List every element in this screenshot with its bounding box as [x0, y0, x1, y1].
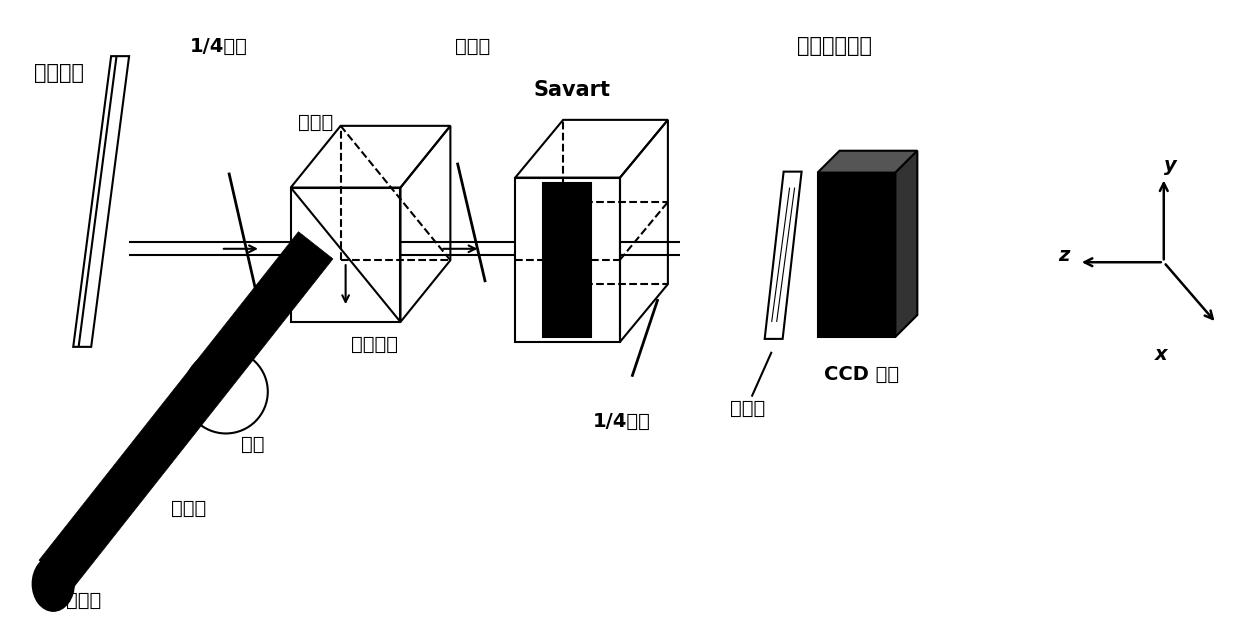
Ellipse shape: [32, 556, 74, 611]
Text: 偏振片: 偏振片: [455, 37, 490, 56]
Text: x: x: [1154, 345, 1167, 364]
Text: 偏振片: 偏振片: [730, 399, 765, 418]
Text: CCD 相机: CCD 相机: [823, 366, 899, 384]
Polygon shape: [817, 150, 918, 172]
Text: 会聚柱镜: 会聚柱镜: [351, 335, 398, 354]
Bar: [290, 187, 401, 322]
Polygon shape: [38, 232, 332, 587]
Text: 1/4波片: 1/4波片: [190, 37, 248, 56]
Text: z: z: [1058, 246, 1070, 265]
Text: 光阑: 光阑: [241, 435, 264, 454]
Text: y: y: [1164, 156, 1177, 175]
Bar: [516, 177, 620, 342]
Text: 被测表面: 被测表面: [35, 63, 84, 83]
Text: 1/4波片: 1/4波片: [593, 412, 651, 431]
Polygon shape: [895, 150, 918, 337]
Text: 分光镜: 分光镜: [298, 113, 334, 132]
Bar: [817, 172, 895, 337]
Text: 准直仪: 准直仪: [171, 498, 207, 518]
Text: 剪切干涉条纹: 剪切干涉条纹: [797, 36, 872, 56]
Bar: [543, 182, 591, 337]
Text: Savart: Savart: [533, 80, 610, 100]
Text: 激光器: 激光器: [66, 591, 100, 610]
